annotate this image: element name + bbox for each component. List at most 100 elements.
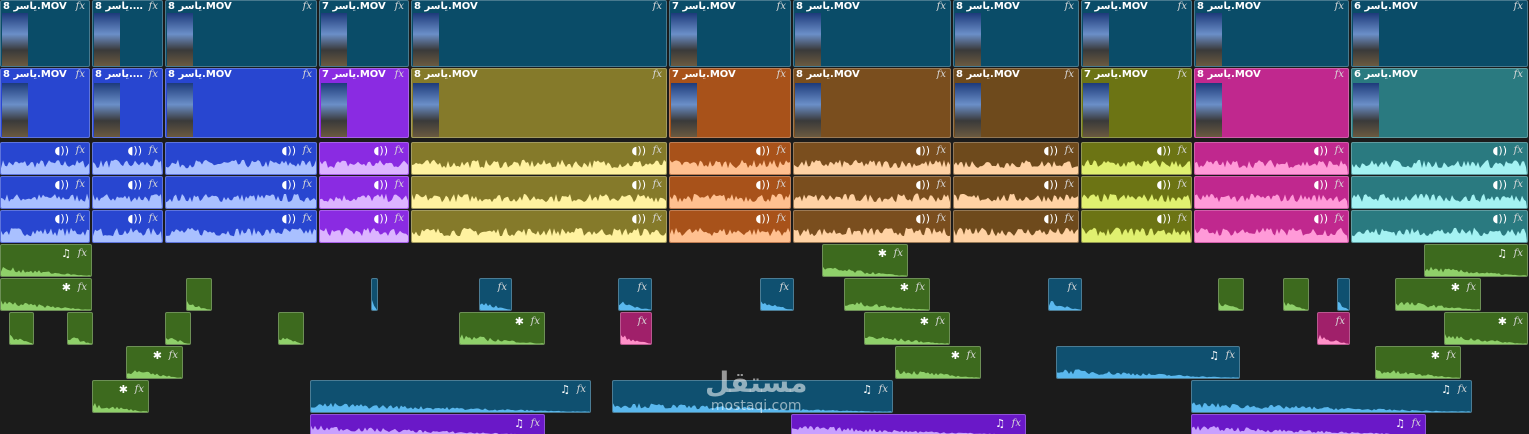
clip-name: ياسر 7.MOV <box>322 69 386 80</box>
audio-clip: ◖)) fx <box>793 210 951 243</box>
clip-icon: ♫ <box>61 247 71 260</box>
waveform <box>845 302 929 310</box>
video-clip: ياسر 8.MOV fx <box>793 0 951 67</box>
waveform-shape <box>320 160 408 174</box>
waveform <box>1 160 89 174</box>
waveform <box>412 159 666 174</box>
waveform <box>187 301 211 310</box>
waveform-shape <box>320 227 408 242</box>
waveform <box>68 337 92 344</box>
waveform-shape <box>311 403 590 412</box>
effect-badge: fx <box>75 145 85 156</box>
effect-clip: ✱ fx <box>459 312 545 345</box>
waveform-shape <box>311 425 517 434</box>
waveform-shape <box>166 159 316 174</box>
watermark: مستقل mostaqi.com <box>705 368 807 415</box>
audio-clip: ◖)) fx <box>1081 210 1192 243</box>
effect-badge: fx <box>637 316 647 327</box>
effect-badge: fx <box>1334 179 1344 190</box>
clip-icon: ✱ <box>514 315 524 328</box>
video-clip: ياسر 8.MOV fx <box>953 68 1079 138</box>
waveform-shape <box>954 160 1078 174</box>
thumbnail <box>321 13 347 66</box>
effect-clip: ✱ fx <box>1444 312 1528 345</box>
effect-badge: fx <box>936 1 946 12</box>
waveform-shape <box>1049 301 1081 310</box>
waveform <box>480 302 511 310</box>
effect-badge: fx <box>915 282 925 293</box>
waveform-shape <box>865 336 949 344</box>
waveform <box>1219 302 1243 310</box>
waveform <box>320 160 408 174</box>
thumbnail <box>94 13 120 66</box>
clip-icon: ✱ <box>1430 349 1440 362</box>
waveform-shape <box>412 159 666 174</box>
clip-icon: ♫ <box>995 417 1005 430</box>
audio-icon: ◖)) <box>755 144 770 157</box>
thumbnail <box>413 13 439 66</box>
audio-clip: ◖)) fx <box>0 142 90 175</box>
audio-icon: ◖)) <box>915 212 930 225</box>
clip-icon: ✱ <box>899 281 909 294</box>
audio-clip: ◖)) fx <box>319 210 409 243</box>
video-clip: ياسر 8.MOV fx <box>411 0 667 67</box>
waveform-shape <box>1219 302 1243 310</box>
waveform-shape <box>1352 193 1527 208</box>
waveform-shape <box>1057 369 1239 378</box>
clip-name: ياسر 8.MOV <box>956 69 1020 80</box>
waveform <box>1445 334 1527 344</box>
effect-badge: fx <box>1064 179 1074 190</box>
effect-clip: fx <box>620 312 652 345</box>
audio-icon: ◖)) <box>373 144 388 157</box>
audio-clip: ◖)) fx <box>953 176 1079 209</box>
audio-clip: ◖)) fx <box>1081 176 1192 209</box>
thumbnail <box>795 83 821 137</box>
effect-badge: fx <box>652 145 662 156</box>
effect-badge: fx <box>1466 282 1476 293</box>
audio-icon: ◖)) <box>281 212 296 225</box>
waveform <box>670 159 790 174</box>
clip-name: ياسر 7.MOV <box>322 1 386 12</box>
waveform-shape <box>670 193 790 208</box>
waveform <box>460 334 544 344</box>
clip-icon: ✱ <box>152 349 162 362</box>
waveform <box>166 337 190 344</box>
effect-badge: fx <box>1513 69 1523 80</box>
waveform <box>10 334 33 344</box>
waveform <box>670 227 790 242</box>
waveform <box>794 159 950 174</box>
effect-badge: fx <box>1177 145 1187 156</box>
effect-badge: fx <box>776 179 786 190</box>
thumbnail <box>955 13 981 66</box>
waveform-shape <box>1284 301 1308 310</box>
effect-clip: ✱ fx <box>1375 346 1461 379</box>
video-clip: ياسر 8.MOV fx <box>92 0 163 67</box>
waveform-shape <box>954 227 1078 242</box>
audio-clip: ◖)) fx <box>165 176 317 209</box>
waveform-shape <box>1425 266 1527 276</box>
waveform-shape <box>1318 334 1349 344</box>
thumbnail <box>413 83 439 137</box>
clip-name: ياسر 8.MOV <box>414 69 478 80</box>
clip-name: ياسر 7.MOV <box>672 69 736 80</box>
waveform-shape <box>1 193 89 208</box>
waveform <box>1195 159 1348 174</box>
effect-badge: fx <box>1513 316 1523 327</box>
waveform <box>93 403 148 412</box>
waveform-shape <box>1376 369 1460 378</box>
audio-icon: ◖)) <box>1313 212 1328 225</box>
waveform-shape <box>412 193 666 208</box>
thumbnail <box>321 83 347 137</box>
video-clip: ياسر 8.MOV fx <box>92 68 163 138</box>
effect-badge: fx <box>776 1 786 12</box>
effect-clip: ✱ fx <box>92 380 149 413</box>
effect-clip: fx <box>760 278 794 311</box>
audio-clip: ◖)) fx <box>411 142 667 175</box>
clip-icon: ♫ <box>1497 247 1507 260</box>
audio-icon: ◖)) <box>755 178 770 191</box>
effect-clip: ✱ fx <box>1395 278 1481 311</box>
effect-badge: fx <box>148 179 158 190</box>
waveform-shape <box>279 337 303 344</box>
audio-clip: ◖)) fx <box>953 142 1079 175</box>
audio-clip: ◖)) fx <box>1194 142 1349 175</box>
